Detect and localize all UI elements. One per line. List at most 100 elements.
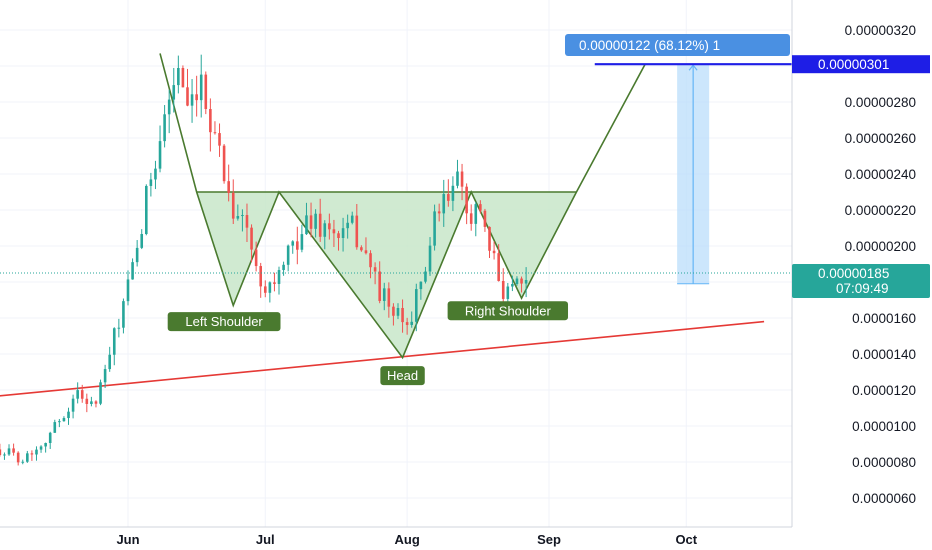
candle-body <box>410 321 414 325</box>
candle-body <box>35 449 38 455</box>
candle-body <box>424 271 427 282</box>
candle-body <box>465 186 468 214</box>
candle-body <box>195 94 198 101</box>
candle-body <box>318 213 322 237</box>
candle-body <box>149 179 153 186</box>
price-tick-label: 0.0000100 <box>852 419 916 434</box>
candle-body <box>0 449 2 456</box>
candle-body <box>355 215 359 248</box>
candle-body <box>364 250 368 254</box>
candle-body <box>515 278 519 284</box>
candle-body <box>90 401 93 404</box>
candle-body <box>67 411 70 419</box>
candle-body <box>337 233 340 238</box>
candle-body <box>392 306 395 316</box>
candle-body <box>341 228 345 238</box>
candle-body <box>222 145 226 182</box>
candle-body <box>30 453 34 455</box>
price-tick-label: 0.0000160 <box>852 311 916 326</box>
candle-body <box>350 215 354 223</box>
candle-body <box>456 171 459 186</box>
candle-body <box>346 222 349 229</box>
candle-body <box>405 322 409 325</box>
candle-body <box>506 286 510 299</box>
candlestick-series <box>0 54 528 466</box>
candle-body <box>447 194 450 201</box>
right-shoulder-area <box>471 192 577 299</box>
price-tick-label: 0.0000060 <box>852 491 916 506</box>
candle-body <box>199 74 203 101</box>
candle-body <box>373 267 377 272</box>
candle-body <box>227 181 230 193</box>
candle-body <box>3 454 6 456</box>
candle-body <box>26 453 29 462</box>
price-tick-label: 0.00000220 <box>845 203 916 218</box>
time-tick-label: Sep <box>537 532 561 547</box>
candle-body <box>48 432 52 443</box>
candle-body <box>479 204 482 211</box>
candle-body <box>300 234 304 250</box>
candle-body <box>291 241 295 246</box>
support-line[interactable] <box>0 320 765 398</box>
candle-body <box>177 67 180 86</box>
candle-body <box>469 213 473 224</box>
label-right-box <box>447 301 569 321</box>
measure-label: 0.00000122 (68.12%) 1 <box>579 38 720 53</box>
candle-body <box>277 270 281 284</box>
candle-body <box>39 446 43 450</box>
candle-body <box>442 194 446 214</box>
candle-body <box>241 215 244 217</box>
candle-body <box>7 448 11 455</box>
measure-label-box[interactable] <box>565 34 790 56</box>
candle-body <box>126 279 130 302</box>
candle-body <box>511 283 514 287</box>
candle-body <box>497 253 500 281</box>
candle-body <box>163 114 166 142</box>
pattern-path[interactable] <box>159 53 646 360</box>
price-tick-label: 0.0000140 <box>852 347 916 362</box>
candle-body <box>401 307 404 323</box>
candle-body <box>286 245 290 265</box>
candle-body <box>414 289 418 322</box>
candle-body <box>483 210 487 227</box>
candle-body <box>437 211 441 214</box>
support-trendline[interactable] <box>0 320 765 398</box>
price-range-measure[interactable]: 0.00000122 (68.12%) 1 <box>565 34 790 285</box>
price-tick-label: 0.00000240 <box>845 167 916 182</box>
candle-body <box>236 216 240 219</box>
label-head: Head <box>387 368 418 383</box>
candle-body <box>167 99 171 115</box>
countdown-label: 07:09:49 <box>836 281 889 296</box>
time-tick-label: Jun <box>116 532 139 547</box>
price-tick-label: 0.00000320 <box>845 23 916 38</box>
candle-body <box>21 461 25 463</box>
candle-body <box>305 215 308 235</box>
candle-body <box>387 288 391 307</box>
pattern-labels: Left Shoulder Head Right Shoulder <box>167 301 569 386</box>
candle-body <box>369 253 372 268</box>
candle-body <box>186 87 189 106</box>
candle-body <box>282 264 285 271</box>
candle-body <box>250 227 253 250</box>
candle-body <box>117 327 121 329</box>
candle-body <box>328 223 331 230</box>
candle-body <box>181 67 185 88</box>
candle-body <box>53 422 57 433</box>
candle-body <box>273 282 276 284</box>
label-right: Right Shoulder <box>465 303 552 318</box>
label-head-box <box>380 366 425 386</box>
candle-body <box>209 109 212 133</box>
candle-body <box>145 185 148 235</box>
candle-body <box>231 192 235 219</box>
price-tick-label: 0.00000200 <box>845 239 916 254</box>
target-price-tag <box>792 55 930 74</box>
candle-body <box>396 307 400 316</box>
price-tick-label: 0.00000260 <box>845 131 916 146</box>
candle-body <box>108 354 111 370</box>
candle-body <box>213 132 217 134</box>
left-shoulder-area <box>196 192 280 306</box>
candle-body <box>520 278 523 284</box>
candle-body <box>85 398 89 404</box>
candle-body <box>62 418 66 422</box>
